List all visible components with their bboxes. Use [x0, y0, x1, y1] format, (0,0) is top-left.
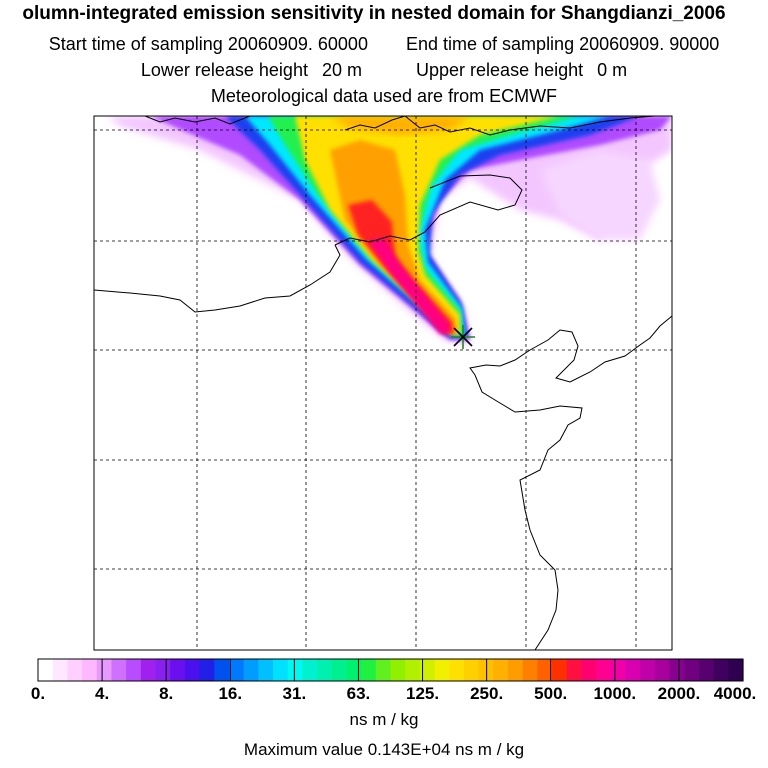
colorbar-cell [522, 659, 538, 681]
colorbar-frame [37, 658, 744, 682]
colorbar-tick-label: 4000. [713, 684, 757, 703]
end-time-label: End time of sampling [406, 34, 575, 54]
colorbar-cell [493, 659, 509, 681]
colorbar-cell [640, 659, 656, 681]
release-height-line: Lower release height 20 m Upper release h… [0, 60, 768, 81]
colorbar-cell [38, 659, 54, 681]
map-frame [93, 115, 673, 651]
border-west [94, 244, 341, 313]
colorbar-cell [140, 659, 157, 681]
coast-bohai [469, 315, 672, 650]
colorbar-cell [375, 659, 392, 681]
met-data-line: Meteorological data used are from ECMWF [210, 86, 558, 106]
colorbar-cell [434, 659, 450, 681]
colorbar-tick-label: 1000. [593, 684, 637, 703]
colorbar-cell [199, 659, 215, 681]
colorbar-ticks [101, 659, 680, 681]
upper-height-value: 0 m [597, 60, 628, 80]
colorbar-cell [463, 659, 480, 681]
receptor-mark [453, 327, 473, 347]
border-ne [334, 174, 523, 246]
plume-orange-top [330, 116, 470, 135]
colorbar-cell [214, 659, 230, 681]
start-time-label: Start time of sampling [48, 34, 223, 54]
colorbar-cell [258, 659, 274, 681]
colorbar-cell [713, 659, 729, 681]
colorbar-cell [331, 659, 348, 681]
colorbar-cell [96, 659, 113, 681]
end-time-value: 20060909. 90000 [579, 34, 720, 54]
colorbar-cell [82, 659, 98, 681]
colorbar-cell [728, 659, 744, 681]
colorbar-cell [419, 659, 436, 681]
colorbar-cell [155, 659, 171, 681]
colorbar-cell [52, 659, 68, 681]
colorbar-cell [508, 659, 524, 681]
sampling-time-line: Start time of sampling 20060909. 60000 E… [0, 34, 768, 55]
lower-height-label: Lower release height [140, 60, 308, 80]
border-northern [144, 116, 251, 125]
colorbar-cell [698, 659, 715, 681]
plume-faint-right [540, 150, 660, 240]
colorbar-cell [684, 659, 700, 681]
colorbar-cell [287, 659, 303, 681]
colorbar-cell [625, 659, 641, 681]
colorbar-cell [449, 659, 465, 681]
colorbar-cell [317, 659, 333, 681]
colorbar-cell [596, 659, 612, 681]
colorbar-cell [566, 659, 583, 681]
colorbar-cell [346, 659, 362, 681]
colorbar-cell [67, 659, 83, 681]
plot-title: olumn-integrated emission sensitivity in… [22, 3, 726, 24]
map-gridlines [94, 116, 672, 650]
colorbar-cell [537, 659, 553, 681]
colorbar-cell [390, 659, 406, 681]
colorbar-cell [184, 659, 201, 681]
max-value-label: Maximum value [243, 740, 363, 759]
receptor-star [451, 325, 475, 349]
colorbar-cell [243, 659, 259, 681]
colorbar-tick-label: 31. [282, 684, 307, 703]
colorbar-cell [228, 659, 245, 681]
colorbar-cell [111, 659, 127, 681]
colorbar-tick-label: 500. [534, 684, 568, 703]
max-value: 0.143E+04 ns m / kg [367, 740, 525, 759]
colorbar-tick-label: 250. [470, 684, 504, 703]
start-time-value: 20060909. 60000 [227, 34, 368, 54]
colorbar-cell [654, 659, 671, 681]
colorbar-cell [610, 659, 627, 681]
colorbar-cell [669, 659, 685, 681]
colorbar-cell [126, 659, 142, 681]
colorbar-tick-label: 63. [346, 684, 371, 703]
coastlines [94, 116, 672, 650]
colorbar-tick-label: 2000. [657, 684, 701, 703]
colorbar-tick-label: 0. [30, 684, 46, 703]
colorbar-cell [170, 659, 186, 681]
colorbar-cell [581, 659, 597, 681]
lower-height-value: 20 m [321, 60, 362, 80]
colorbar-cell [273, 659, 289, 681]
plume-magenta [368, 238, 450, 334]
colorbar-cell [361, 659, 377, 681]
colorbar-cells [38, 659, 744, 681]
colorbar-cell [552, 659, 568, 681]
border-top-right [344, 116, 656, 136]
colorbar-tick-label: 16. [218, 684, 243, 703]
colorbar-tick-label: 8. [159, 684, 174, 703]
colorbar-cell [302, 659, 318, 681]
colorbar-units: ns m / kg [349, 710, 419, 729]
colorbar-tick-label: 4. [94, 684, 110, 703]
upper-height-label: Upper release height [416, 60, 584, 80]
colorbar-cell [405, 659, 421, 681]
maximum-value-line: Maximum value 0.143E+04 ns m / kg [0, 740, 768, 760]
colorbar-tick-label: 125. [405, 684, 440, 703]
